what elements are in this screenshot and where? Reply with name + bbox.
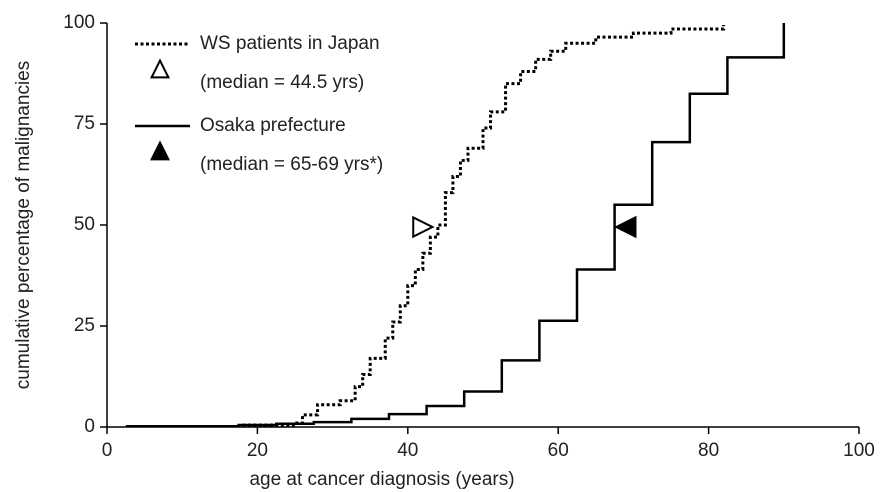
legend-marker (149, 58, 171, 79)
x-tick-label: 100 (843, 440, 875, 461)
y-axis-label: cumulative percentage of malignancies (13, 61, 34, 389)
y-tick-label: 75 (74, 113, 95, 134)
step-line (242, 25, 726, 427)
median-marker (412, 215, 435, 239)
legend-marker (149, 140, 171, 161)
y-tick-label: 0 (84, 416, 95, 437)
x-tick-label: 20 (247, 440, 268, 461)
legend-label: WS patients in Japan (200, 33, 380, 54)
x-tick-label: 80 (698, 440, 719, 461)
y-tick-label: 25 (74, 315, 95, 336)
legend-sublabel: (median = 65-69 yrs*) (200, 154, 383, 175)
x-axis-label: age at cancer diagnosis (years) (249, 469, 514, 490)
x-tick-label: 0 (102, 440, 113, 461)
x-tick-label: 60 (548, 440, 569, 461)
median-marker (614, 215, 637, 239)
legend-sublabel: (median = 44.5 yrs) (200, 72, 364, 93)
legend-label: Osaka prefecture (200, 115, 346, 136)
step-line (125, 23, 786, 428)
x-tick-label: 40 (397, 440, 418, 461)
y-tick-label: 50 (74, 214, 95, 235)
y-tick-label: 100 (63, 12, 95, 33)
